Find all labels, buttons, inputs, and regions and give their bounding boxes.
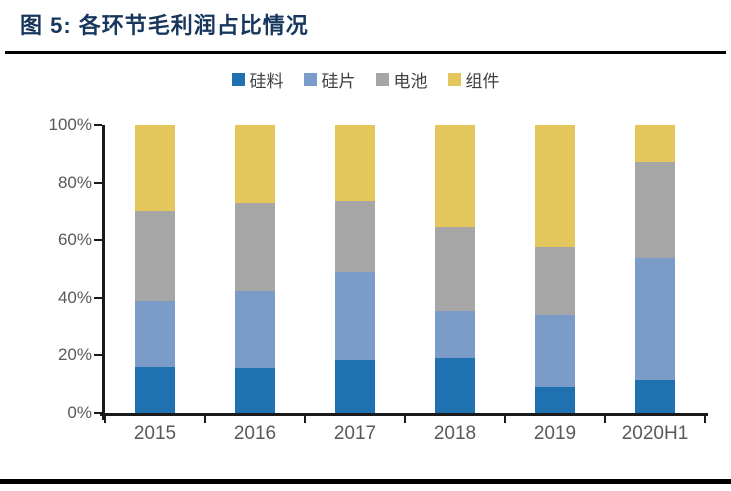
bar-segment-polysilicon-2015 [135, 366, 175, 413]
legend-swatch-polysilicon [231, 73, 245, 86]
plot-area: 2015 2016 2017 2018 2019 2020H1 [94, 124, 708, 444]
bar-2019 [535, 125, 575, 413]
y-tick-label: 60% [57, 230, 92, 250]
bar-segment-wafer-2017 [335, 271, 375, 360]
bar-segment-module-2017 [335, 125, 375, 202]
x-tick-mark [203, 416, 206, 423]
x-tick-mark [404, 416, 406, 423]
legend-item-wafer: 硅片 [303, 67, 356, 92]
bar-segment-module-2020H1 [635, 125, 675, 163]
bottom-divider [0, 479, 731, 484]
legend-swatch-module [447, 73, 461, 86]
bar-segment-cell-2019 [535, 247, 575, 316]
bar-2015 [135, 125, 175, 413]
legend-item-cell: 电池 [375, 67, 428, 92]
bar-segment-polysilicon-2019 [535, 387, 575, 413]
y-tick-label: 40% [57, 287, 92, 307]
y-tick-label: 80% [57, 172, 92, 192]
x-axis-label-2017: 2017 [333, 423, 377, 444]
bar-cell-2017 [305, 125, 405, 413]
y-tick-label: 100% [48, 115, 92, 134]
legend-label-module: 组件 [465, 72, 500, 91]
y-axis-line [102, 125, 105, 420]
x-axis-labels: 2015 2016 2017 2018 2019 2020H1 [105, 423, 705, 445]
x-tick-mark [104, 416, 106, 423]
bar-segment-wafer-2015 [135, 300, 175, 367]
bar-segment-cell-2020H1 [635, 162, 675, 258]
bar-2017 [335, 125, 375, 413]
bar-segment-cell-2018 [435, 227, 475, 311]
bar-cell-2018 [405, 125, 505, 413]
bar-cell-2019 [505, 125, 605, 413]
figure-title: 图 5: 各环节毛利润占比情况 [20, 13, 309, 38]
bar-segment-module-2019 [535, 125, 575, 248]
x-axis-line [100, 413, 708, 416]
chart-legend: 硅料 硅片 电池 组件 [0, 67, 731, 92]
bar-cell-2015 [105, 125, 205, 413]
bar-segment-polysilicon-2020H1 [635, 379, 675, 413]
y-tick-mark [94, 296, 102, 299]
bar-segment-polysilicon-2016 [235, 368, 275, 413]
bar-segment-wafer-2020H1 [635, 257, 675, 380]
bar-segment-wafer-2019 [535, 315, 575, 388]
x-tick-mark [604, 416, 606, 423]
bar-segment-module-2018 [435, 125, 475, 228]
bar-2016 [235, 125, 275, 413]
bar-segment-module-2015 [135, 125, 175, 212]
x-axis-label-2015: 2015 [133, 423, 177, 444]
bar-segment-module-2016 [235, 125, 275, 203]
bar-segment-polysilicon-2018 [435, 358, 475, 413]
legend-label-polysilicon: 硅料 [249, 72, 284, 91]
x-axis-label-2018: 2018 [433, 423, 477, 444]
legend-label-wafer: 硅片 [321, 72, 356, 91]
x-tick-mark [503, 416, 506, 423]
title-divider [5, 51, 726, 54]
bar-cell-2020H1 [605, 125, 705, 413]
legend-label-cell: 电池 [393, 72, 428, 91]
y-tick-mark [94, 239, 102, 242]
legend-swatch-cell [375, 73, 389, 86]
bar-segment-cell-2017 [335, 201, 375, 272]
x-tick-mark [303, 416, 306, 423]
bar-segment-cell-2016 [235, 202, 275, 291]
x-axis-label-2016: 2016 [233, 423, 277, 444]
legend-item-polysilicon: 硅料 [231, 67, 284, 92]
bar-segment-cell-2015 [135, 211, 175, 301]
y-tick-mark [94, 181, 102, 184]
y-tick-mark [94, 354, 102, 357]
x-axis-label-2020H1: 2020H1 [621, 423, 689, 444]
y-tick-label: 20% [57, 345, 92, 365]
bar-segment-wafer-2018 [435, 310, 475, 359]
x-tick-mark [704, 416, 706, 423]
y-tick-mark [94, 124, 102, 126]
bars-container [105, 125, 705, 413]
legend-swatch-wafer [303, 73, 317, 86]
x-axis-label-2019: 2019 [533, 423, 577, 444]
bar-cell-2016 [205, 125, 305, 413]
y-tick-label: 0% [67, 403, 92, 422]
bar-2020H1 [635, 125, 675, 413]
bar-2018 [435, 125, 475, 413]
y-axis-labels: 0% 20% 40% 60% 80% 100% [18, 115, 92, 422]
legend-item-module: 组件 [447, 67, 500, 92]
y-tick-mark [94, 412, 102, 414]
bar-segment-polysilicon-2017 [335, 359, 375, 413]
bar-segment-wafer-2016 [235, 290, 275, 369]
